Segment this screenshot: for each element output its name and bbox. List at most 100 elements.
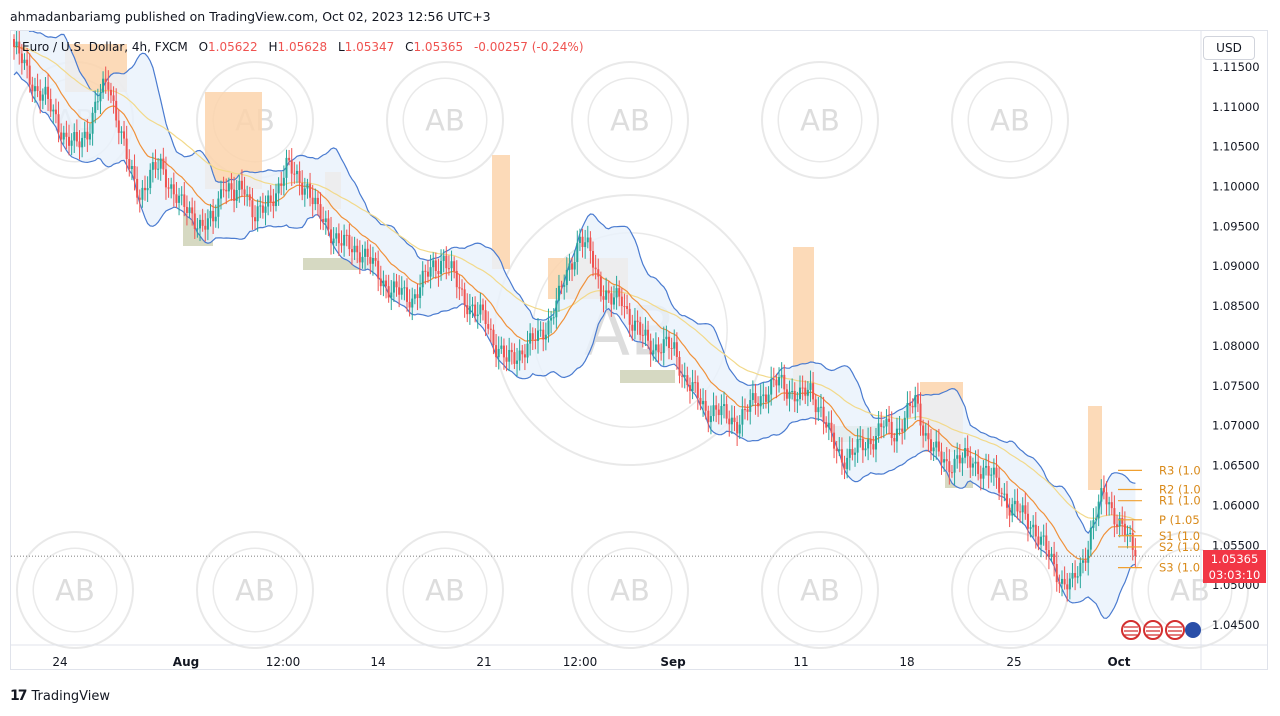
candle-body[interactable] bbox=[348, 234, 351, 250]
candle-body[interactable] bbox=[1113, 508, 1116, 525]
eu-flag-icon[interactable] bbox=[1185, 622, 1201, 638]
candle-body[interactable] bbox=[497, 348, 500, 358]
candle-body[interactable] bbox=[966, 448, 969, 457]
candle-body[interactable] bbox=[193, 213, 196, 229]
candle-body[interactable] bbox=[495, 345, 498, 358]
candle-body[interactable] bbox=[243, 189, 246, 195]
candle-body[interactable] bbox=[487, 324, 490, 329]
candle-body[interactable] bbox=[225, 189, 228, 192]
candle-body[interactable] bbox=[434, 260, 437, 271]
candle-body[interactable] bbox=[791, 391, 794, 393]
candle-body[interactable] bbox=[882, 426, 885, 428]
candle-body[interactable] bbox=[136, 178, 139, 198]
candle-body[interactable] bbox=[411, 298, 414, 308]
candle-body[interactable] bbox=[240, 180, 243, 190]
candle-body[interactable] bbox=[212, 210, 215, 222]
candle-body[interactable] bbox=[115, 100, 118, 121]
candle-body[interactable] bbox=[374, 257, 377, 261]
candle-body[interactable] bbox=[869, 439, 872, 445]
candle-body[interactable] bbox=[723, 404, 726, 407]
candle-body[interactable] bbox=[322, 219, 325, 223]
candle-body[interactable] bbox=[639, 322, 642, 335]
candle-body[interactable] bbox=[518, 350, 521, 361]
candle-body[interactable] bbox=[474, 304, 477, 317]
candle-body[interactable] bbox=[406, 287, 408, 302]
candle-body[interactable] bbox=[88, 133, 91, 140]
candle-body[interactable] bbox=[128, 158, 131, 170]
candle-body[interactable] bbox=[552, 317, 555, 319]
candle-body[interactable] bbox=[1131, 533, 1134, 550]
candle-body[interactable] bbox=[57, 114, 60, 133]
candle-body[interactable] bbox=[1092, 520, 1095, 528]
candle-body[interactable] bbox=[70, 140, 73, 146]
candle-body[interactable] bbox=[757, 402, 760, 407]
candle-body[interactable] bbox=[104, 78, 107, 83]
candle-body[interactable] bbox=[943, 459, 946, 463]
candle-body[interactable] bbox=[120, 131, 123, 133]
candle-body[interactable] bbox=[612, 297, 615, 305]
candle-body[interactable] bbox=[592, 251, 595, 268]
candle-body[interactable] bbox=[660, 352, 663, 354]
candle-body[interactable] bbox=[68, 136, 71, 146]
candle-body[interactable] bbox=[736, 421, 739, 434]
price-axis[interactable]: 1.11500 1.11000 1.10500 1.10000 1.09500 1.090… bbox=[1212, 60, 1260, 632]
candle-body[interactable] bbox=[1108, 502, 1111, 505]
candle-body[interactable] bbox=[890, 421, 893, 439]
candle-body[interactable] bbox=[49, 98, 52, 112]
candle-body[interactable] bbox=[1026, 513, 1029, 529]
candle-body[interactable] bbox=[940, 451, 943, 463]
candle-body[interactable] bbox=[607, 290, 610, 294]
candle-body[interactable] bbox=[1066, 584, 1069, 590]
candle-body[interactable] bbox=[426, 271, 429, 277]
candle-body[interactable] bbox=[1121, 518, 1124, 524]
candle-body[interactable] bbox=[508, 349, 511, 362]
candle-body[interactable] bbox=[746, 409, 749, 412]
candle-body[interactable] bbox=[1061, 578, 1063, 584]
candle-body[interactable] bbox=[1058, 582, 1061, 584]
candle-body[interactable] bbox=[1040, 536, 1043, 545]
candle-body[interactable] bbox=[335, 233, 338, 239]
candle-body[interactable] bbox=[149, 169, 152, 189]
candle-body[interactable] bbox=[930, 439, 932, 452]
candle-body[interactable] bbox=[605, 290, 608, 300]
candle-body[interactable] bbox=[733, 417, 736, 422]
candle-body[interactable] bbox=[471, 304, 474, 307]
symbol-name[interactable]: Euro / U.S. Dollar, 4h, FXCM bbox=[22, 40, 188, 54]
candle-body[interactable] bbox=[1029, 527, 1032, 529]
candle-body[interactable] bbox=[636, 320, 639, 323]
candle-body[interactable] bbox=[1011, 504, 1014, 516]
candle-body[interactable] bbox=[649, 340, 652, 355]
candle-body[interactable] bbox=[880, 423, 883, 428]
candle-body[interactable] bbox=[254, 217, 257, 222]
candle-body[interactable] bbox=[36, 86, 39, 91]
candle-body[interactable] bbox=[188, 207, 191, 213]
candle-body[interactable] bbox=[950, 472, 953, 474]
candle-body[interactable] bbox=[185, 206, 188, 213]
candle-body[interactable] bbox=[683, 375, 686, 377]
candle-body[interactable] bbox=[178, 195, 181, 203]
candle-body[interactable] bbox=[835, 448, 838, 452]
candle-body[interactable] bbox=[953, 458, 956, 473]
candle-body[interactable] bbox=[458, 287, 461, 289]
candle-body[interactable] bbox=[822, 406, 825, 423]
candle-body[interactable] bbox=[500, 345, 503, 349]
candle-body[interactable] bbox=[366, 248, 369, 257]
candle-body[interactable] bbox=[1021, 505, 1024, 513]
candle-body[interactable] bbox=[162, 158, 165, 170]
candle-body[interactable] bbox=[361, 256, 364, 263]
candle-body[interactable] bbox=[670, 347, 673, 349]
candle-body[interactable] bbox=[764, 394, 767, 402]
candle-body[interactable] bbox=[686, 375, 689, 386]
candle-body[interactable] bbox=[99, 92, 102, 102]
candle-body[interactable] bbox=[1105, 492, 1108, 505]
candle-body[interactable] bbox=[264, 206, 267, 213]
candle-body[interactable] bbox=[985, 465, 988, 468]
candle-body[interactable] bbox=[206, 218, 209, 230]
candle-body[interactable] bbox=[924, 433, 927, 436]
candle-body[interactable] bbox=[859, 438, 862, 440]
candle-body[interactable] bbox=[812, 383, 815, 400]
candle-body[interactable] bbox=[652, 350, 655, 355]
candle-body[interactable] bbox=[293, 173, 296, 175]
candle-body[interactable] bbox=[1110, 502, 1113, 509]
candle-body[interactable] bbox=[1081, 560, 1084, 563]
